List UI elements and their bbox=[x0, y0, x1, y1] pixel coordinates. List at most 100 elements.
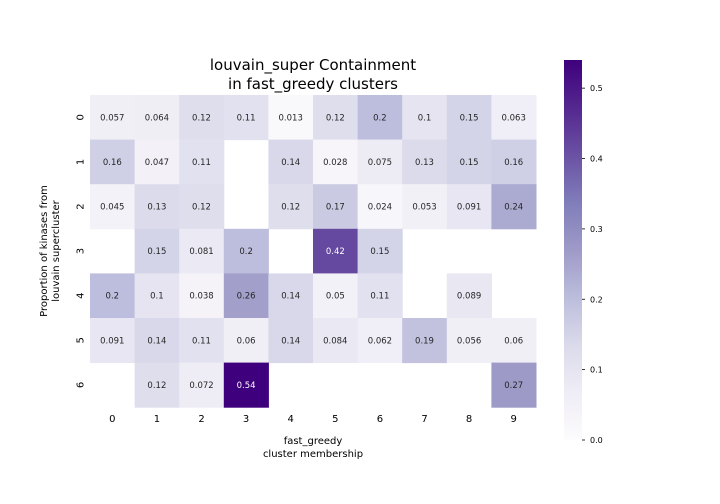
y-tick-label: 5 bbox=[76, 337, 87, 343]
heatmap-cell bbox=[357, 318, 403, 364]
heatmap-cell bbox=[491, 184, 537, 230]
cell-value-label: 0.12 bbox=[192, 113, 211, 123]
x-tick-label: 9 bbox=[511, 414, 517, 425]
heatmap-cell bbox=[134, 362, 180, 408]
cell-value-label: 0.42 bbox=[326, 247, 345, 257]
heatmap-cell bbox=[268, 273, 314, 319]
heatmap-cell bbox=[357, 228, 403, 274]
cell-value-label: 0.15 bbox=[460, 113, 479, 123]
heatmap-cell bbox=[134, 318, 180, 364]
cell-value-label: 0.12 bbox=[326, 113, 345, 123]
cell-value-label: 0.013 bbox=[279, 113, 303, 123]
heatmap-cell bbox=[134, 228, 180, 274]
heatmap-cell bbox=[223, 318, 269, 364]
heatmap-cell bbox=[357, 184, 403, 230]
heatmap-cell bbox=[268, 318, 314, 364]
heatmap-cell bbox=[179, 139, 225, 185]
heatmap-cell bbox=[134, 95, 180, 141]
heatmap-cell bbox=[179, 184, 225, 230]
y-tick-label: 4 bbox=[76, 293, 87, 299]
heatmap-cell bbox=[313, 184, 359, 230]
cell-value-label: 0.15 bbox=[147, 247, 166, 257]
heatmap-cell bbox=[179, 95, 225, 141]
cell-value-label: 0.12 bbox=[192, 203, 211, 213]
cell-value-label: 0.54 bbox=[237, 381, 256, 391]
cell-value-label: 0.064 bbox=[145, 113, 169, 123]
heatmap-cell bbox=[402, 184, 448, 230]
chart-title-line-1: louvain_super Containment bbox=[210, 56, 416, 75]
heatmap-cell bbox=[446, 95, 492, 141]
heatmap-cell bbox=[446, 139, 492, 185]
cell-value-label: 0.15 bbox=[370, 247, 389, 257]
cell-value-label: 0.11 bbox=[192, 336, 211, 346]
cell-value-label: 0.038 bbox=[189, 292, 213, 302]
cell-value-label: 0.05 bbox=[326, 292, 345, 302]
cell-value-label: 0.14 bbox=[281, 158, 300, 168]
heatmap-cell bbox=[223, 95, 269, 141]
x-tick-label: 3 bbox=[243, 414, 249, 425]
y-tick-label: 6 bbox=[76, 382, 87, 388]
cell-value-label: 0.13 bbox=[147, 203, 166, 213]
y-tick-label: 3 bbox=[76, 248, 87, 254]
heatmap-cell bbox=[446, 318, 492, 364]
heatmap-cell bbox=[491, 362, 537, 408]
heatmap-cell bbox=[491, 139, 537, 185]
cell-value-label: 0.089 bbox=[457, 292, 481, 302]
heatmap-cells: 0.057 0.064 0.12 0.11 0.013 0.12 0.2 0.1 0.15 0.0… bbox=[90, 95, 537, 408]
cell-value-label: 0.24 bbox=[504, 203, 523, 213]
heatmap-cell bbox=[313, 95, 359, 141]
cell-value-label: 0.11 bbox=[370, 292, 389, 302]
cell-value-label: 0.1 bbox=[418, 113, 432, 123]
heatmap-cell bbox=[491, 95, 537, 141]
heatmap-cell bbox=[491, 318, 537, 364]
x-tick-label: 2 bbox=[198, 414, 204, 425]
heatmap-cell bbox=[357, 139, 403, 185]
cell-value-label: 0.11 bbox=[192, 158, 211, 168]
heatmap-cell bbox=[268, 139, 314, 185]
cell-value-label: 0.062 bbox=[368, 336, 392, 346]
y-tick-labels: 0 1 2 3 4 5 6 bbox=[76, 114, 87, 388]
x-tick-label: 5 bbox=[332, 414, 338, 425]
heatmap-cell bbox=[134, 139, 180, 185]
cell-value-label: 0.072 bbox=[189, 381, 213, 391]
heatmap-cell bbox=[402, 95, 448, 141]
heatmap-cell bbox=[446, 184, 492, 230]
x-tick-label: 8 bbox=[466, 414, 472, 425]
colorbar-tick-label: 0.1 bbox=[590, 366, 603, 375]
heatmap-cell bbox=[268, 184, 314, 230]
x-tick-label: 1 bbox=[154, 414, 160, 425]
cell-value-label: 0.024 bbox=[368, 203, 392, 213]
colorbar-ticks: 0.0 0.1 0.2 0.3 0.4 0.5 bbox=[582, 84, 603, 445]
cell-value-label: 0.2 bbox=[373, 113, 387, 123]
heatmap-cell bbox=[223, 362, 269, 408]
y-axis-label-line-2: louvain supercluster bbox=[51, 199, 62, 301]
cell-value-label: 0.1 bbox=[150, 292, 164, 302]
heatmap-cell bbox=[179, 362, 225, 408]
heatmap-cell bbox=[402, 318, 448, 364]
cell-value-label: 0.063 bbox=[502, 113, 526, 123]
heatmap-cell bbox=[90, 184, 136, 230]
chart-title-line-2: in fast_greedy clusters bbox=[228, 75, 398, 94]
heatmap-cell bbox=[90, 139, 136, 185]
x-axis-label-line-1: fast_greedy bbox=[284, 436, 343, 447]
cell-value-label: 0.081 bbox=[189, 247, 213, 257]
cell-value-label: 0.028 bbox=[323, 158, 347, 168]
heatmap-cell bbox=[90, 318, 136, 364]
heatmap-cell bbox=[223, 228, 269, 274]
y-axis-label-line-1: Proportion of kinases from bbox=[39, 185, 50, 317]
cell-value-label: 0.084 bbox=[323, 336, 347, 346]
cell-value-label: 0.2 bbox=[106, 292, 120, 302]
heatmap-cell bbox=[223, 273, 269, 319]
x-tick-label: 6 bbox=[377, 414, 383, 425]
cell-value-label: 0.16 bbox=[103, 158, 122, 168]
colorbar-tick-label: 0.2 bbox=[590, 295, 603, 304]
heatmap-cell bbox=[134, 184, 180, 230]
heatmap-cell bbox=[134, 273, 180, 319]
heatmap-cell bbox=[179, 228, 225, 274]
cell-value-label: 0.15 bbox=[460, 158, 479, 168]
cell-value-label: 0.13 bbox=[415, 158, 434, 168]
y-tick-label: 0 bbox=[76, 114, 87, 120]
cell-value-label: 0.14 bbox=[281, 292, 300, 302]
cell-value-label: 0.19 bbox=[415, 336, 434, 346]
